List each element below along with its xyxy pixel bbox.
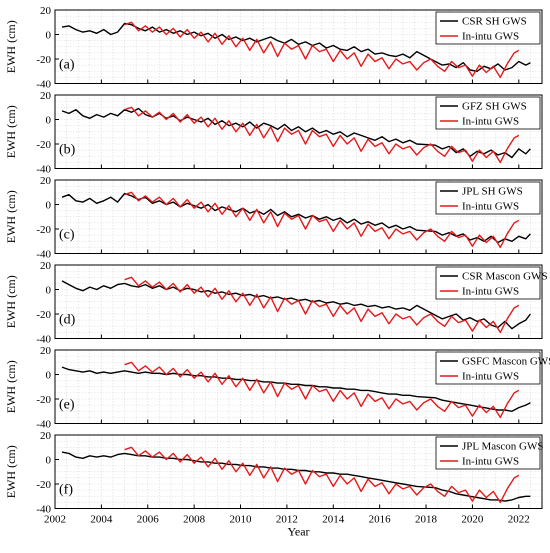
legend: CSR SH GWS In-intu GWS [435,11,541,45]
y-tick-label: -40 [36,419,51,431]
x-tick-label: 2020 [461,514,484,526]
legend-label-insitu: In-intu GWS [462,286,519,298]
panel-2: 20 0 -20 -40 EWH (cm) (b) GFZ SH GWS In-intu GW… [4,90,543,176]
y-tick-label: 0 [46,30,52,42]
legend-label-grace: JPL SH GWS [462,186,523,198]
insitu-gws-line [124,106,520,164]
plot-frame [54,94,543,169]
legend: GFZ SH GWS In-intu GWS [435,96,541,130]
y-tick-label: -20 [36,139,51,151]
y-tick-label: -20 [36,394,51,406]
grace-gws-line [61,22,531,72]
legend-label-grace: GSFC Mascon GWS [462,356,550,368]
y-tick-label: 20 [40,260,52,272]
y-tick-label: 20 [40,90,52,102]
panel-3: 20 0 -20 -40 EWH (cm) (c) JPL SH GWS In-intu GW… [4,175,543,261]
y-tick-label: 20 [40,345,52,357]
insitu-gws-line [124,446,520,504]
y-tick-label: -20 [36,224,51,236]
legend: JPL SH GWS In-intu GWS [435,181,541,215]
x-axis-title: Year [287,525,309,539]
panel-tag: (f) [59,483,73,498]
x-tick-label: 2004 [90,514,113,526]
x-tick-label: 2002 [44,514,66,526]
legend: CSR Mascon GWS In-intu GWS [435,266,548,300]
y-axis-title: EWH (cm) [4,20,18,73]
legend-label-grace: GFZ SH GWS [462,101,527,113]
x-tick-label: 2014 [322,514,345,526]
grace-gws-line [61,280,531,330]
insitu-gws-line [124,276,520,334]
x-tick-label: 2006 [137,514,160,526]
plot-frame [54,434,543,509]
y-axis-title: EWH (cm) [4,275,18,328]
panel-tag: (e) [59,398,75,413]
legend-label-grace: CSR SH GWS [462,16,527,28]
y-tick-label: 0 [46,370,52,382]
y-tick-label: 0 [46,285,52,297]
x-tick-label: 2012 [276,514,298,526]
y-axis-title: EWH (cm) [4,105,18,158]
legend-frame [435,96,541,130]
panel-1: 20 0 -20 -40 EWH (cm) (a) CSR SH GWS In-intu GW… [4,5,543,91]
y-tick-label: -20 [36,54,51,66]
grace-gws-line [61,107,531,159]
panel-tag: (c) [59,228,75,243]
y-tick-label: -40 [36,249,51,261]
y-axis-title: EWH (cm) [4,360,18,413]
legend-label-insitu: In-intu GWS [462,371,519,383]
y-tick-label: -20 [36,309,51,321]
panel-5: 20 0 -20 -40 EWH (cm) (e) GSFC Mascon GWS In-in… [4,345,550,431]
legend-frame [435,266,541,300]
insitu-gws-line [124,361,520,419]
y-axis-title: EWH (cm) [4,445,18,498]
insitu-gws-line [124,191,520,249]
x-tick-label: 2016 [369,514,392,526]
y-tick-label: -20 [36,479,51,491]
legend-label-insitu: In-intu GWS [462,116,519,128]
legend: JPL Mascon GWS In-intu GWS [435,436,543,470]
legend-frame [435,351,541,385]
y-tick-label: -40 [36,334,51,346]
y-tick-label: -40 [36,164,51,176]
legend: GSFC Mascon GWS In-intu GWS [435,351,550,385]
x-tick-label: 2018 [415,514,438,526]
y-axis-title: EWH (cm) [4,190,18,243]
panel-grid [54,264,543,339]
legend-label-grace: JPL Mascon GWS [462,441,543,453]
y-tick-label: 20 [40,430,52,442]
legend-frame [435,11,541,45]
y-tick-label: 0 [46,200,52,212]
y-tick-label: 20 [40,175,52,187]
panel-4: 20 0 -20 -40 EWH (cm) (d) CSR Mascon GWS In-int… [4,260,548,346]
legend-label-insitu: In-intu GWS [462,31,519,43]
insitu-gws-line [124,21,520,79]
y-tick-label: -40 [36,79,51,91]
legend-label-insitu: In-intu GWS [462,201,519,213]
y-tick-label: 0 [46,115,52,127]
plot-frame [54,349,543,424]
legend-frame [435,181,541,215]
panel-tag: (d) [59,313,76,328]
panel-tag: (a) [59,58,75,73]
x-tick-label: 2010 [230,514,253,526]
y-tick-label: 20 [40,5,52,17]
x-tick-label: 2022 [508,514,530,526]
plot-frame [54,264,543,339]
legend-frame [435,436,541,470]
legend-label-grace: CSR Mascon GWS [462,271,548,283]
y-tick-label: -40 [36,504,51,516]
legend-label-insitu: In-intu GWS [462,456,519,468]
y-tick-label: 0 [46,455,52,467]
panel-tag: (b) [59,143,76,158]
plot-frame [54,9,543,84]
grace-gws-line [61,366,531,412]
plot-frame [54,179,543,254]
x-tick-label: 2008 [183,514,206,526]
